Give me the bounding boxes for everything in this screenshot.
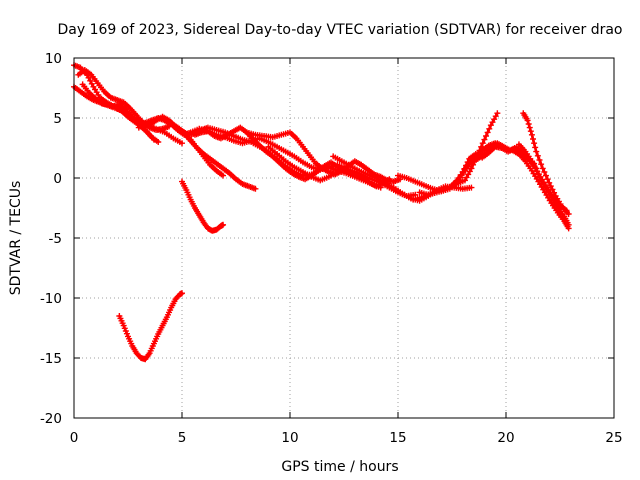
y-tick-label: -5 [49, 231, 62, 247]
y-tick-label: 5 [53, 111, 62, 127]
y-tick-label: 0 [53, 171, 62, 187]
data-point [533, 148, 540, 155]
data-point [483, 133, 490, 139]
series-pass-21 [179, 178, 227, 234]
data-point [546, 179, 553, 186]
y-tick-label: -15 [40, 351, 62, 367]
data-point [536, 157, 543, 163]
x-axis-label: GPS time / hours [281, 459, 398, 475]
x-tick-label: 0 [70, 430, 79, 446]
data-point [220, 221, 227, 228]
data-point [563, 207, 570, 214]
data-point [484, 129, 491, 136]
data-point [565, 211, 572, 217]
data-point [542, 172, 549, 179]
data-point [179, 290, 185, 297]
y-tick-label: -20 [40, 411, 62, 427]
data-point [532, 144, 539, 151]
y-axis-ticks: 10 5 0 -5 -10 -15 -20 [40, 51, 614, 427]
chart-title: Day 169 of 2023, Sidereal Day-to-day VTE… [57, 22, 622, 38]
data-point [150, 136, 157, 143]
data-point [468, 184, 475, 191]
x-tick-label: 20 [497, 430, 514, 446]
series-pass-20 [161, 117, 227, 179]
x-axis-ticks: 0 5 10 15 20 25 [70, 58, 623, 446]
data-point [544, 176, 551, 183]
data-point [524, 117, 531, 124]
data-point [479, 140, 486, 147]
x-tick-label: 25 [605, 430, 622, 446]
series-pass-22 [116, 290, 185, 363]
data-point [528, 131, 535, 138]
series-pass-15 [509, 147, 572, 232]
x-tick-label: 5 [178, 430, 187, 446]
x-tick-label: 15 [389, 430, 406, 446]
data-point [252, 185, 259, 192]
data-point [481, 136, 488, 143]
data-point [531, 140, 538, 147]
data-point [541, 169, 548, 175]
y-tick-label: 10 [45, 51, 62, 67]
x-tick-label: 10 [281, 430, 298, 446]
data-point [494, 110, 501, 117]
data-point [539, 165, 546, 172]
data-series [71, 62, 572, 363]
grid-lines [74, 58, 614, 418]
data-point [526, 124, 533, 131]
data-point [525, 121, 532, 127]
data-point [565, 221, 572, 228]
y-axis-label: SDTVAR / TECUs [8, 181, 24, 296]
data-point [220, 172, 227, 179]
data-point [547, 183, 554, 190]
data-point [179, 140, 185, 147]
data-point [534, 152, 541, 159]
series-pass-18 [524, 153, 570, 214]
y-tick-label: -10 [40, 291, 62, 307]
data-point [530, 136, 536, 142]
data-point [486, 125, 493, 132]
data-point [538, 161, 545, 168]
data-point [155, 139, 162, 145]
data-point [527, 128, 534, 135]
